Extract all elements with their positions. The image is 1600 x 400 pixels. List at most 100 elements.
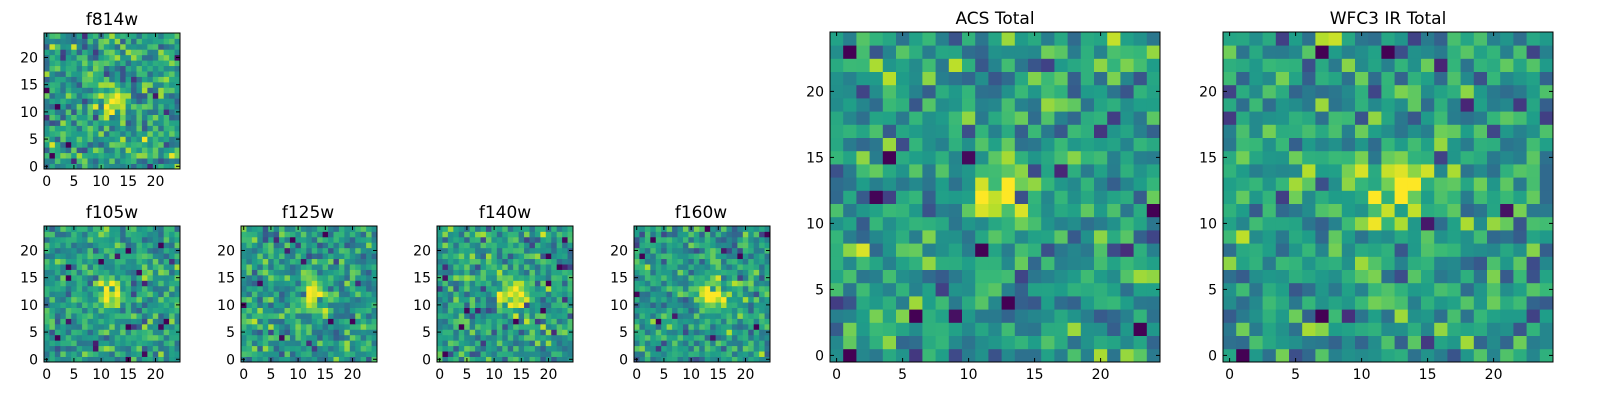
- heatmap-cell: [174, 60, 181, 67]
- heatmap-cell: [507, 345, 514, 352]
- heatmap-cell: [300, 247, 307, 254]
- heatmap-cell: [672, 236, 678, 243]
- heatmap-cell: [169, 323, 175, 330]
- heatmap-cell: [843, 84, 857, 99]
- heatmap-cell: [1054, 32, 1068, 46]
- heatmap-cell: [338, 356, 345, 363]
- heatmap-cell: [241, 258, 247, 265]
- heatmap-cell: [71, 264, 78, 270]
- heatmap-cell: [169, 318, 175, 325]
- heatmap-cell: [1054, 309, 1068, 323]
- heatmap-cell: [715, 258, 722, 265]
- heatmap-cell: [1302, 177, 1316, 191]
- heatmap-cell: [87, 242, 94, 249]
- heatmap-cell: [437, 291, 443, 298]
- heatmap-cell: [158, 33, 165, 39]
- heatmap-cell: [360, 253, 367, 260]
- heatmap-cell: [1421, 177, 1435, 191]
- y-tick-label: 15: [1199, 150, 1217, 166]
- heatmap-cell: [92, 269, 99, 276]
- heatmap-cell: [469, 291, 476, 298]
- heatmap-cell: [567, 258, 574, 265]
- heatmap-cell: [1302, 32, 1316, 46]
- heatmap-cell: [644, 226, 651, 232]
- heatmap-cell: [491, 258, 498, 265]
- heatmap-cell: [322, 274, 329, 281]
- heatmap-cell: [322, 291, 329, 298]
- heatmap-cell: [169, 236, 175, 243]
- heatmap-cell: [241, 351, 247, 357]
- heatmap-cell: [1223, 124, 1237, 138]
- heatmap-cell: [748, 242, 755, 249]
- heatmap-cell: [120, 285, 126, 292]
- heatmap-cell: [1355, 348, 1369, 363]
- heatmap-cell: [1355, 150, 1369, 165]
- heatmap-cell: [87, 264, 94, 270]
- heatmap-cell: [306, 264, 313, 270]
- heatmap-cell: [715, 269, 722, 276]
- heatmap-cell: [169, 33, 175, 39]
- x-tick-label: 10: [682, 367, 700, 383]
- heatmap-cell: [896, 124, 910, 138]
- heatmap-cell: [556, 264, 563, 270]
- heatmap-cell: [147, 163, 154, 170]
- heatmap-cell: [355, 291, 362, 298]
- heatmap-cell: [464, 247, 471, 254]
- heatmap-cell: [1094, 348, 1108, 363]
- heatmap-cell: [141, 356, 148, 363]
- heatmap-cell: [742, 269, 749, 276]
- heatmap-cell: [65, 103, 72, 110]
- heatmap-cell: [1262, 150, 1277, 165]
- heatmap-cell: [1328, 190, 1343, 204]
- heatmap-cell: [163, 71, 170, 77]
- heatmap-cell: [306, 302, 313, 308]
- heatmap-cell: [54, 43, 61, 50]
- heatmap-cell: [1249, 216, 1263, 231]
- x-tick-label: 5: [69, 367, 78, 383]
- heatmap-cell: [464, 258, 471, 265]
- heatmap-cell: [567, 280, 574, 287]
- heatmap-cell: [1223, 335, 1237, 350]
- heatmap-cell: [82, 296, 88, 303]
- heatmap-cell: [1236, 32, 1250, 46]
- heatmap-cell: [644, 280, 651, 287]
- heatmap-cell: [710, 258, 716, 265]
- heatmap-cell: [44, 60, 50, 67]
- heatmap-cell: [136, 231, 143, 238]
- heatmap-cell: [268, 236, 275, 243]
- heatmap-cell: [262, 291, 269, 298]
- heatmap-cell: [103, 340, 110, 347]
- heatmap-cell: [856, 348, 870, 363]
- heatmap-cell: [136, 43, 143, 50]
- heatmap-cell: [1146, 322, 1161, 336]
- heatmap-cell: [71, 231, 78, 238]
- x-tick-label: 15: [1419, 367, 1437, 383]
- heatmap-cell: [54, 163, 61, 170]
- heatmap-cell: [551, 247, 558, 254]
- heatmap-cell: [453, 318, 460, 325]
- heatmap-cell: [114, 158, 121, 164]
- heatmap-cell: [753, 334, 760, 341]
- heatmap-cell: [1487, 309, 1501, 323]
- heatmap-cell: [562, 296, 568, 303]
- heatmap-cell: [650, 258, 657, 265]
- heatmap-cell: [704, 285, 711, 292]
- heatmap-cell: [672, 242, 678, 249]
- heatmap-cell: [1447, 150, 1461, 165]
- heatmap-cell: [726, 345, 733, 352]
- heatmap-cell: [273, 242, 280, 249]
- heatmap-cell: [1067, 190, 1082, 204]
- heatmap-cell: [141, 136, 148, 143]
- heatmap-cell: [103, 38, 110, 45]
- heatmap-cell: [475, 323, 481, 330]
- heatmap-cell: [98, 130, 105, 137]
- heatmap-cell: [1460, 32, 1475, 46]
- heatmap-cell: [322, 329, 329, 336]
- heatmap-cell: [49, 54, 56, 61]
- heatmap-cell: [174, 33, 181, 39]
- heatmap-cell: [262, 242, 269, 249]
- x-tick-label: 15: [1026, 367, 1044, 383]
- heatmap-cell: [257, 340, 264, 347]
- heatmap-cell: [682, 323, 689, 330]
- heatmap-cell: [721, 269, 727, 276]
